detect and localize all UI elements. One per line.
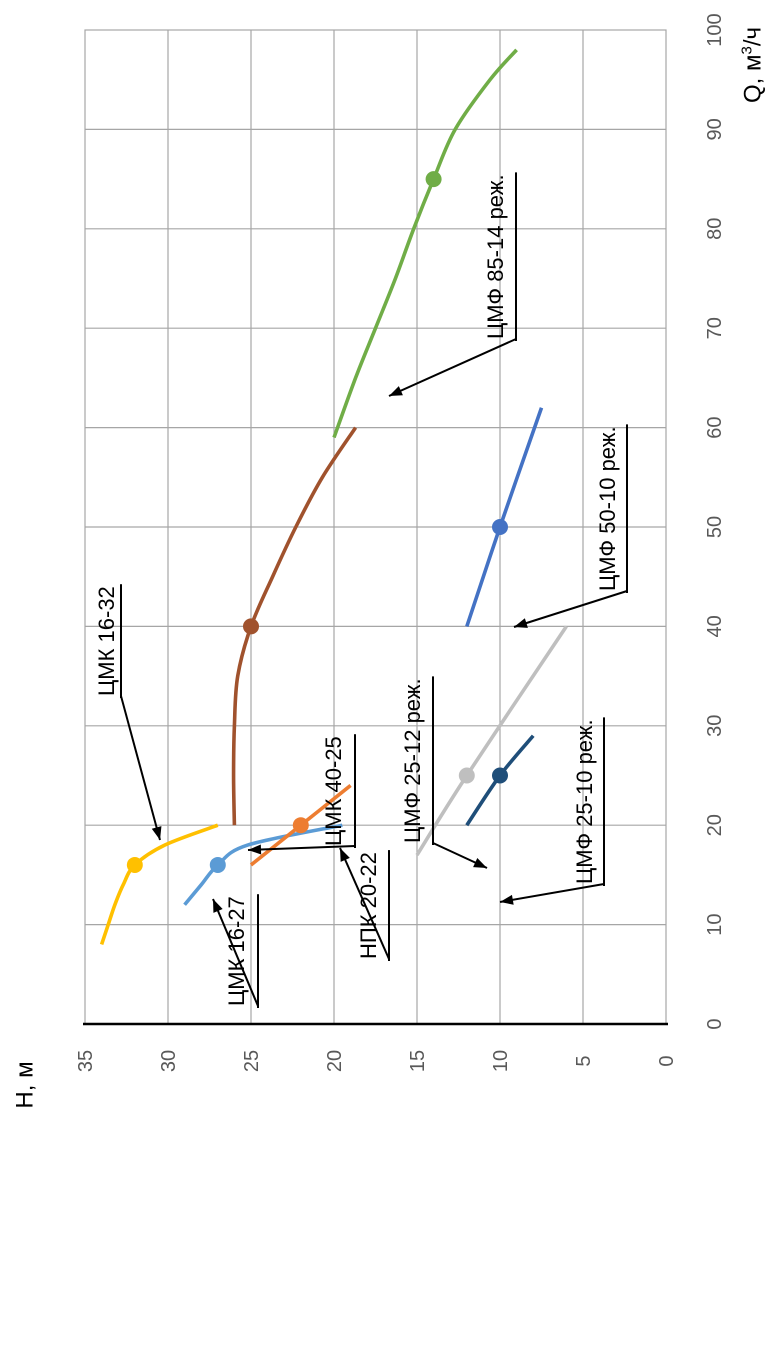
curve-8-operating-point <box>425 171 442 188</box>
pump-curves <box>99 48 568 946</box>
curve-7-operating-point <box>492 519 508 535</box>
curve-label-4-text: ЦМК 40-25 <box>321 736 346 846</box>
curve-7-line <box>465 407 544 627</box>
curve-label-6-leader <box>499 883 605 903</box>
curve-label-4-arrow <box>248 844 262 855</box>
curve-2-line <box>183 823 343 906</box>
q-axis-title-sup: 3 <box>738 46 755 54</box>
q-tick-label: 40 <box>704 615 726 637</box>
q-axis-title-main: Q, м <box>739 55 766 104</box>
curve-3-operating-point <box>292 817 309 834</box>
curve-label-3-arrow <box>340 848 350 862</box>
q-tick-label: 100 <box>704 13 726 46</box>
h-tick-label: 15 <box>407 1050 429 1072</box>
q-tick-label: 60 <box>704 416 726 438</box>
curve-label-3-text: НПК 20-22 <box>356 852 381 959</box>
h-tick-label: 30 <box>158 1050 180 1072</box>
curve-label-2-text: ЦМК 16-27 <box>224 896 249 1006</box>
curve-4-operating-point <box>243 618 259 635</box>
curve-8-line <box>332 48 518 439</box>
h-tick-label: 0 <box>656 1055 678 1066</box>
q-tick-label: 0 <box>704 1018 726 1029</box>
curve-label-4-leader <box>247 845 356 851</box>
q-tick-label: 20 <box>704 814 726 836</box>
curve-labels: ЦМК 16-32 ЦМК 16-27 НПК 20-22 ЦМК 40-25 ЦМФ … <box>94 172 628 1008</box>
curve-5-line <box>415 625 568 856</box>
q-tick-label: 80 <box>704 218 726 240</box>
curve-5-operating-point <box>458 767 475 784</box>
h-tick-label: 25 <box>241 1050 263 1072</box>
h-axis-title: H, м <box>11 1061 38 1108</box>
curve-label-2-arrow <box>213 899 223 913</box>
q-axis-title-unit: /ч <box>739 27 766 46</box>
curve-2-operating-point <box>209 856 226 873</box>
curve-label-2-leader <box>212 898 259 1007</box>
curve-label-6-text: ЦМФ 25-10 реж. <box>572 719 597 884</box>
tick-labels: 0 10 20 30 40 50 60 70 80 90 100 0 5 10 15 20 25 30 35 <box>75 13 726 1072</box>
q-tick-label: 30 <box>704 715 726 737</box>
h-tick-label: 10 <box>490 1050 512 1072</box>
curve-6-operating-point <box>492 767 508 784</box>
h-tick-label: 20 <box>324 1050 346 1072</box>
curve-label-5-arrow <box>473 858 487 868</box>
h-tick-label: 35 <box>75 1050 97 1072</box>
curve-label-1-text: ЦМК 16-32 <box>94 586 119 696</box>
curve-label-1-leader <box>120 695 161 841</box>
q-axis-title: Q, м3/ч <box>738 27 766 103</box>
h-tick-label: 5 <box>573 1055 595 1066</box>
curve-label-7-leader <box>513 590 628 628</box>
curve-label-8-arrow <box>389 386 403 396</box>
curve-label-7-arrow <box>514 618 528 628</box>
curve-label-3-leader <box>339 847 390 960</box>
curve-1-line <box>99 823 219 946</box>
curve-label-8-leader <box>388 338 517 397</box>
curve-label-7-text: ЦМФ 50-10 реж. <box>595 426 620 591</box>
curve-label-1-arrow <box>151 826 162 840</box>
curve-1-operating-point <box>126 856 143 873</box>
q-tick-label: 70 <box>704 317 726 339</box>
curve-label-6-arrow <box>500 894 514 905</box>
q-tick-label: 10 <box>704 913 726 935</box>
q-tick-label: 90 <box>704 118 726 140</box>
axis-titles: H, м Q, м3/ч <box>11 27 766 1109</box>
curve-label-5-text: ЦМФ 25-12 реж. <box>400 678 425 843</box>
q-tick-label: 50 <box>704 516 726 538</box>
curve-label-8-text: ЦМФ 85-14 реж. <box>483 174 508 339</box>
